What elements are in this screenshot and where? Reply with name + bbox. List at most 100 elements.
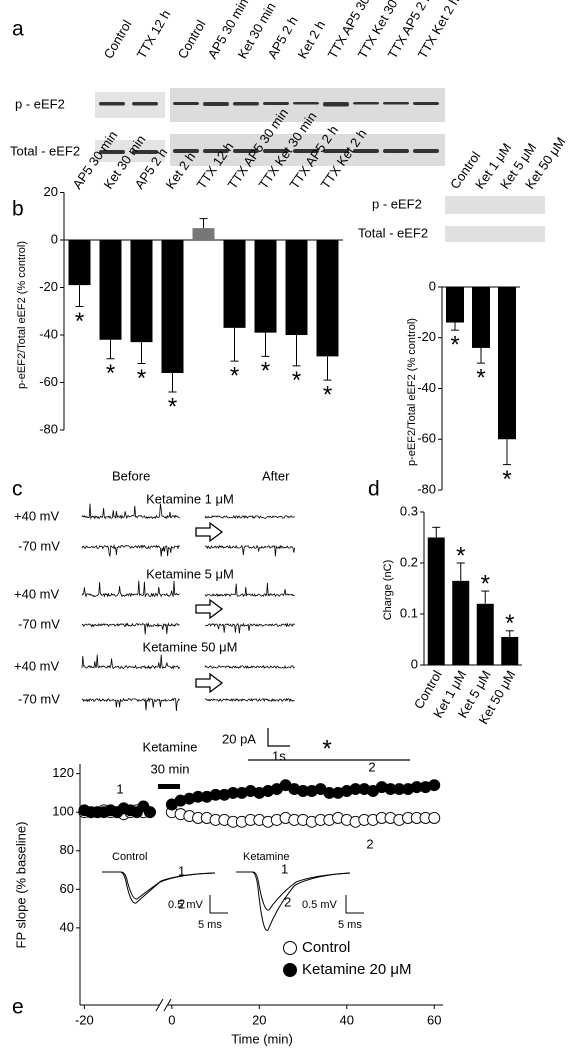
band <box>173 102 199 105</box>
y-tick-label: 0.1 <box>400 605 418 620</box>
panel-letter: c <box>12 478 23 501</box>
scale-label: 1s <box>272 748 286 763</box>
inset-scale: 5 ms <box>198 919 222 931</box>
y-tick-label: 100 <box>52 804 74 819</box>
x-tick-label: -20 <box>75 1012 94 1027</box>
inset-trace <box>102 871 216 900</box>
band <box>413 149 439 153</box>
significance: * <box>168 393 177 420</box>
band <box>263 102 289 105</box>
bar <box>161 240 184 373</box>
bar <box>192 228 215 240</box>
column-label: Before <box>112 468 150 483</box>
bar <box>68 240 91 286</box>
lane-label: Control <box>101 17 135 61</box>
y-tick-label: 0.2 <box>400 554 418 569</box>
annotation: Ketamine <box>143 739 198 754</box>
bar <box>316 240 339 357</box>
band <box>132 150 158 154</box>
band <box>263 149 289 153</box>
row-label: Total - eEF2 <box>358 225 428 240</box>
y-tick-label: -60 <box>39 374 58 389</box>
y-tick-label: -40 <box>417 380 436 395</box>
bar <box>427 537 445 665</box>
band <box>132 102 158 106</box>
phase-label: 2 <box>366 836 373 851</box>
bar <box>498 287 516 440</box>
band <box>383 149 409 153</box>
significance: * <box>230 362 239 389</box>
y-tick-label: 60 <box>60 881 74 896</box>
panel-letter: b <box>12 198 24 221</box>
data-point <box>144 806 156 819</box>
current-trace <box>204 514 295 520</box>
current-trace <box>81 697 180 712</box>
y-tick-label: -60 <box>417 431 436 446</box>
current-trace <box>204 697 295 703</box>
legend-label: Control <box>302 939 350 956</box>
scale-bar <box>267 728 290 747</box>
holding-label: -70 mV <box>18 538 60 553</box>
arrows <box>195 521 224 694</box>
band <box>203 149 229 153</box>
band <box>353 102 379 105</box>
legend-marker <box>283 963 297 977</box>
y-tick-label: 0.3 <box>400 503 418 518</box>
lane-label: Ket 2 h <box>295 18 329 61</box>
lane-label: Control <box>175 17 209 61</box>
inset-scale <box>345 895 364 914</box>
current-trace <box>81 580 180 598</box>
x-tick-label: 0 <box>168 1012 175 1027</box>
x-tick-label: 40 <box>340 1012 354 1027</box>
significance: * <box>75 308 84 335</box>
y-axis-label: p-eEF2/Total eEF2 (% control) <box>406 318 418 466</box>
holding-label: +40 mV <box>14 658 59 673</box>
bar <box>130 240 153 343</box>
row-label: p - eEF2 <box>372 196 422 211</box>
band <box>323 149 349 153</box>
inset-label: 2 <box>284 894 291 909</box>
significance: * <box>505 610 514 637</box>
phase-label: 2 <box>368 759 375 774</box>
current-trace <box>204 544 295 557</box>
band <box>203 102 229 106</box>
inset-scale: 5 ms <box>338 919 362 931</box>
bar <box>501 636 519 665</box>
y-axis-label: Charge (nC) <box>382 560 394 621</box>
y-tick-label: 40 <box>60 919 74 934</box>
column-label: After <box>262 468 290 483</box>
y-tick-label: -20 <box>417 329 436 344</box>
y-tick-label: 120 <box>52 765 74 780</box>
blot-b-p <box>445 196 545 214</box>
significance: * <box>456 542 465 569</box>
bar <box>452 580 470 665</box>
bar <box>99 240 122 340</box>
y-tick-label: 20 <box>44 184 58 199</box>
band <box>293 102 319 105</box>
significance: * <box>476 364 485 391</box>
significance: * <box>261 358 270 385</box>
data-point <box>428 779 441 792</box>
inset-scale: 0.5 mV <box>302 899 338 911</box>
inset-scale <box>209 895 228 914</box>
inset-label: 1 <box>178 863 185 878</box>
band <box>173 149 199 153</box>
bar <box>254 240 277 333</box>
band <box>99 102 125 106</box>
y-tick-label: 0 <box>51 231 58 246</box>
scale-label: 20 pA <box>222 731 256 746</box>
annotation: 30 min <box>150 761 189 776</box>
significance: * <box>502 466 511 493</box>
bar <box>223 240 246 328</box>
condition-label: Ketamine 50 μM <box>143 639 238 654</box>
holding-label: -70 mV <box>18 691 60 706</box>
band <box>323 102 349 107</box>
inset-label: 1 <box>281 861 288 876</box>
legend-label: Ketamine 20 μM <box>302 961 412 978</box>
x-axis-label: Time (min) <box>231 1031 293 1046</box>
inset-title: Control <box>112 851 147 863</box>
panel-letter: d <box>368 478 380 501</box>
arrow <box>195 598 224 620</box>
significance: * <box>106 360 115 387</box>
